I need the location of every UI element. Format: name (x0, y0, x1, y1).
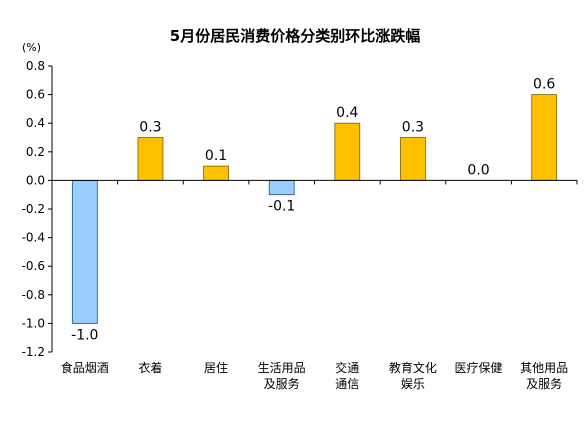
bar (71, 179, 98, 324)
x-tick-label: 其他用品及服务 (520, 361, 568, 391)
x-tick-label: 食品烟酒 (61, 360, 109, 375)
bar (203, 165, 229, 181)
x-tick-label: 教育文化娱乐 (389, 360, 437, 391)
bar (531, 94, 558, 181)
bar (334, 122, 361, 181)
data-label: 0.3 (402, 120, 424, 136)
y-tick-label: 0.8 (26, 59, 45, 73)
data-label: -1.0 (71, 327, 98, 343)
x-tick-label: 医疗保健 (455, 361, 503, 375)
data-label: 0.4 (336, 105, 358, 121)
data-label: 0.6 (533, 77, 555, 93)
x-tick-label: 衣着 (138, 360, 162, 375)
y-tick-label: -0.4 (22, 231, 45, 245)
data-label: 0.1 (205, 148, 227, 164)
chart-title: 5月份居民消费价格分类别环比涨跌幅 (170, 27, 420, 45)
data-label: 0.0 (467, 162, 489, 178)
data-label: 0.3 (139, 120, 161, 136)
x-tick-label: 居住 (204, 361, 228, 375)
y-tick-label: 0.0 (26, 173, 45, 187)
bars (71, 94, 558, 324)
y-tick-label: -0.8 (22, 288, 45, 302)
y-tick-label: 0.6 (26, 88, 45, 102)
bar (400, 137, 426, 181)
x-tick-label: 生活用品及服务 (258, 361, 306, 391)
y-tick-label: -0.6 (22, 259, 45, 273)
axes (51, 66, 578, 352)
y-axis-unit: (%) (22, 41, 41, 54)
bar (268, 179, 295, 196)
y-tick-label: 0.4 (26, 116, 45, 130)
bar (137, 137, 164, 181)
y-tick-label: -1.0 (22, 316, 45, 330)
y-axis-ticks: 0.8 0.6 0.4 0.2 0.0 -0.2 -0.4 -0.6 -0.8 -1.0 -1.2 (22, 59, 52, 359)
value-labels: -1.0 0.3 0.1 -0.1 0.4 0.3 0.0 0.6 (71, 77, 555, 344)
y-tick-label: -1.2 (22, 345, 45, 359)
x-axis-labels: 食品烟酒 衣着 居住 生活用品及服务 交通通信 教育文化娱乐 医疗保健 其他用品及服务 (61, 360, 568, 391)
y-tick-label: -0.2 (22, 202, 45, 216)
x-tick-label: 交通通信 (335, 360, 359, 391)
y-tick-label: 0.2 (26, 145, 45, 159)
data-label: -0.1 (268, 199, 295, 215)
